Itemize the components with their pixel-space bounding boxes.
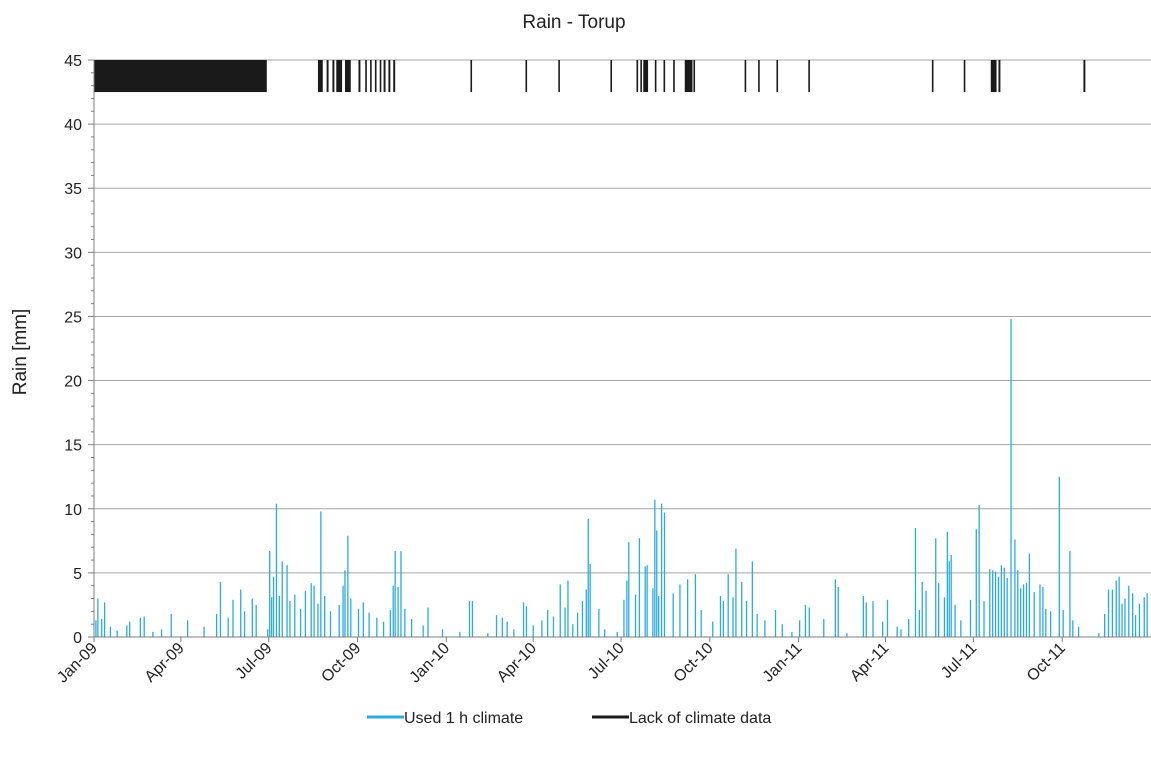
missing-period-10	[380, 60, 382, 92]
y-tick-label-45: 45	[64, 53, 82, 70]
missing-period-0	[94, 60, 267, 92]
missing-period-13	[393, 60, 395, 92]
missing-period-28	[776, 60, 778, 92]
x-tick-label-5: Apr-10	[494, 640, 540, 686]
y-tick-label-15: 15	[64, 438, 82, 455]
missing-period-34	[1083, 60, 1085, 92]
axes	[88, 60, 1151, 642]
y-axis-title: Rain [mm]	[10, 309, 31, 396]
x-tick-label-3: Oct-09	[318, 640, 364, 686]
missing-period-7	[365, 60, 367, 92]
missing-period-4	[336, 60, 342, 92]
missing-period-21	[655, 60, 657, 92]
x-tick-label-1: Apr-09	[142, 640, 188, 686]
rain-series	[96, 319, 1147, 637]
y-tick-labels: 0 5 10 15 20 25 30 35 40 45	[64, 53, 82, 647]
y-tick-label-25: 25	[64, 309, 82, 326]
missing-period-22	[664, 60, 666, 92]
missing-period-9	[375, 60, 377, 92]
chart-title: Rain - Torup	[522, 12, 625, 33]
missing-period-6	[358, 60, 360, 92]
x-tick-label-2: Jul-09	[233, 640, 276, 683]
missing-period-31	[964, 60, 966, 92]
y-tick-label-0: 0	[73, 630, 82, 647]
missing-period-8	[370, 60, 372, 92]
y-tick-label-40: 40	[64, 117, 82, 134]
missing-data-series	[94, 60, 1085, 92]
missing-period-3	[332, 60, 334, 92]
x-tick-label-4: Jan-10	[407, 640, 454, 687]
missing-period-27	[758, 60, 760, 92]
missing-period-23	[673, 60, 675, 92]
missing-period-33	[998, 60, 1000, 92]
y-tick-label-5: 5	[73, 566, 82, 583]
y-tick-label-20: 20	[64, 374, 82, 391]
legend-label-missing: Lack of climate data	[629, 710, 771, 727]
missing-period-12	[388, 60, 390, 92]
missing-period-15	[525, 60, 527, 92]
y-tick-label-35: 35	[64, 181, 82, 198]
missing-period-18	[636, 60, 638, 92]
x-tick-label-6: Jul-10	[585, 640, 628, 683]
missing-period-30	[932, 60, 934, 92]
missing-period-5	[345, 60, 351, 92]
x-tick-label-9: Apr-11	[847, 640, 892, 685]
missing-period-14	[470, 60, 472, 92]
x-tick-label-11: Oct-11	[1024, 640, 1069, 685]
missing-period-24	[685, 60, 693, 92]
missing-period-25	[693, 60, 695, 92]
x-tick-label-7: Oct-10	[671, 640, 717, 686]
y-tick-label-10: 10	[64, 502, 82, 519]
missing-period-2	[327, 60, 329, 92]
missing-period-19	[640, 60, 642, 92]
missing-period-26	[745, 60, 747, 92]
x-tick-label-10: Jul-11	[938, 640, 980, 682]
missing-period-20	[643, 60, 648, 92]
legend: Used 1 h climate Lack of climate data	[367, 710, 771, 727]
missing-period-17	[610, 60, 612, 92]
y-tick-label-30: 30	[64, 245, 82, 262]
missing-period-32	[991, 60, 997, 92]
missing-period-29	[808, 60, 810, 92]
legend-label-rain: Used 1 h climate	[404, 710, 523, 727]
missing-period-16	[558, 60, 560, 92]
x-tick-label-8: Jan-11	[760, 640, 806, 686]
grid-lines	[94, 60, 1151, 573]
missing-period-1	[318, 60, 323, 92]
x-tick-labels: Jan-09 Apr-09 Jul-09 Oct-09 Jan-10 Apr-10 Jul-…	[54, 640, 1069, 687]
missing-period-11	[384, 60, 386, 92]
